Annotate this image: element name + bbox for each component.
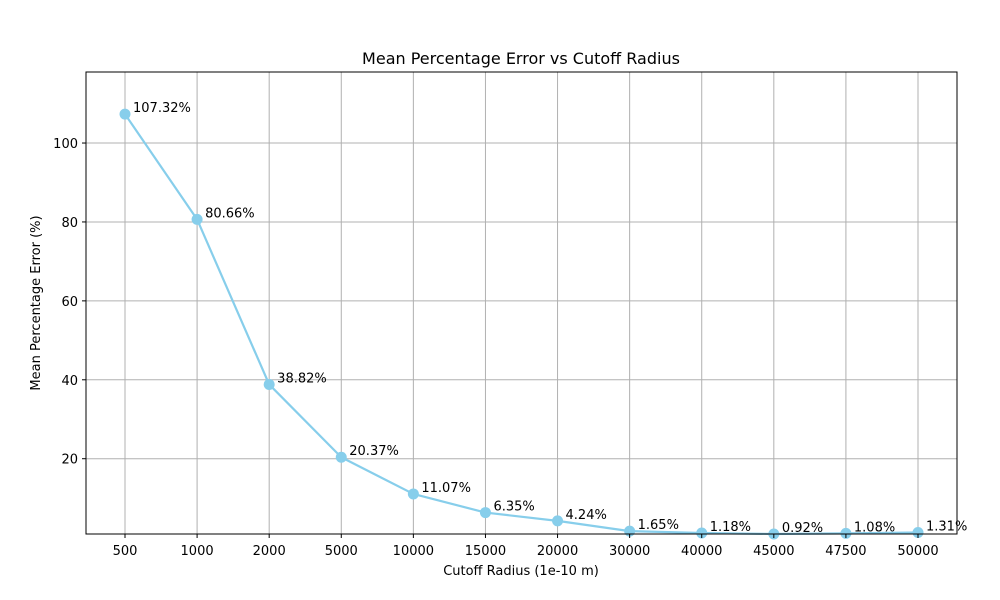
x-axis-label: Cutoff Radius (1e-10 m) <box>443 564 599 579</box>
data-label: 1.18% <box>710 520 751 535</box>
y-tick-label: 40 <box>61 374 78 389</box>
x-tick-label: 20000 <box>537 544 578 559</box>
series <box>119 108 924 540</box>
data-point <box>912 526 924 538</box>
x-tick-label: 30000 <box>609 544 650 559</box>
x-tick-label: 2000 <box>253 544 286 559</box>
x-tick-label: 5000 <box>325 544 358 559</box>
ticks: 500 1000 2000 5000 10000 15000 20000 30000 40000… <box>53 137 939 559</box>
y-tick-label: 60 <box>61 295 78 310</box>
data-point <box>119 108 131 120</box>
x-tick-label: 1000 <box>181 544 214 559</box>
series-line <box>124 113 919 536</box>
data-label: 11.07% <box>421 481 471 496</box>
x-tick-label: 50000 <box>897 544 938 559</box>
data-point <box>552 515 564 527</box>
data-point <box>407 488 419 500</box>
data-point <box>840 527 852 539</box>
x-tick-label: 10000 <box>393 544 434 559</box>
data-label: 20.37% <box>349 444 399 459</box>
data-label: 6.35% <box>493 500 534 515</box>
data-label: 107.32% <box>133 101 191 116</box>
data-label: 0.92% <box>782 521 823 536</box>
data-label: 1.08% <box>854 520 895 535</box>
plot-frame <box>85 71 958 535</box>
x-tick-label: 45000 <box>753 544 794 559</box>
y-axis-label: Mean Percentage Error (%) <box>29 215 44 390</box>
x-tick-label: 40000 <box>681 544 722 559</box>
x-tick-label: 500 <box>113 544 138 559</box>
chart-title: Mean Percentage Error vs Cutoff Radius <box>362 49 680 68</box>
data-label: 1.31% <box>926 519 967 534</box>
data-point <box>335 451 347 463</box>
y-tick-label: 20 <box>61 453 78 468</box>
x-tick-label: 15000 <box>465 544 506 559</box>
x-tick-label: 47500 <box>825 544 866 559</box>
data-point <box>479 507 491 519</box>
data-point <box>191 213 203 225</box>
data-labels: 107.32% 80.66% 38.82% 20.37% 11.07% 6.35% 4.24… <box>133 101 967 536</box>
y-tick-label: 100 <box>53 137 78 152</box>
data-label: 38.82% <box>277 371 327 386</box>
data-point <box>263 378 275 390</box>
grid <box>86 72 957 534</box>
y-tick-label: 80 <box>61 216 78 231</box>
data-label: 4.24% <box>566 508 607 523</box>
data-label: 80.66% <box>205 206 255 221</box>
data-point <box>696 527 708 539</box>
data-label: 1.65% <box>638 518 679 533</box>
